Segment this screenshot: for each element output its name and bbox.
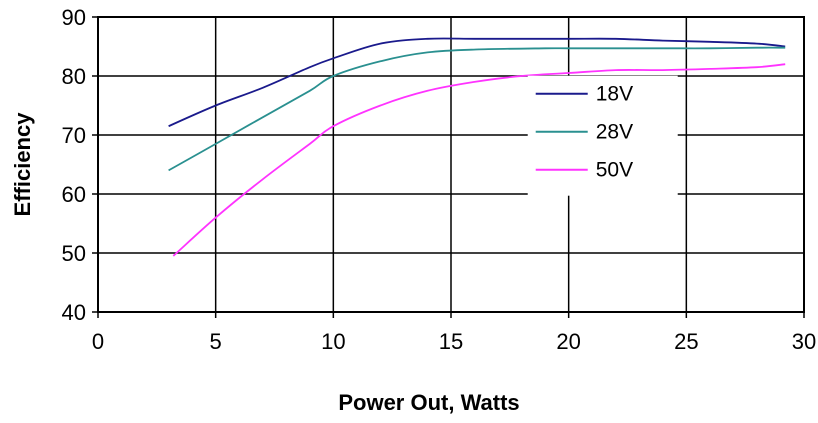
axis-ticks: 0 5 10 15 20 25 30 40 50 60 70 80 90 — [62, 5, 817, 354]
legend: 18V 28V 50V — [527, 75, 678, 196]
series-line-18v — [168, 37, 786, 128]
x-tick-label: 25 — [674, 329, 698, 354]
x-axis-title: Power Out, Watts — [338, 390, 519, 415]
x-tick-label: 10 — [321, 329, 345, 354]
x-tick-label: 20 — [556, 329, 580, 354]
legend-background — [527, 75, 678, 196]
y-axis-title: Efficiency — [10, 112, 35, 217]
series-line-50v — [172, 63, 786, 257]
legend-label-28v: 28V — [596, 121, 633, 144]
series-line-28v — [168, 46, 786, 172]
grid — [98, 17, 804, 312]
y-tick-label: 50 — [62, 241, 86, 266]
y-tick-label: 60 — [62, 182, 86, 207]
x-tick-label: 5 — [210, 329, 222, 354]
x-tick-label: 30 — [792, 329, 816, 354]
y-tick-label: 90 — [62, 5, 86, 30]
x-tick-label: 0 — [92, 329, 104, 354]
legend-label-18v: 18V — [596, 83, 633, 106]
series-layer — [168, 37, 786, 257]
y-tick-label: 80 — [62, 64, 86, 89]
y-tick-label: 70 — [62, 123, 86, 148]
y-tick-label: 40 — [62, 300, 86, 325]
x-tick-label: 15 — [439, 329, 463, 354]
legend-label-50v: 50V — [596, 159, 633, 182]
